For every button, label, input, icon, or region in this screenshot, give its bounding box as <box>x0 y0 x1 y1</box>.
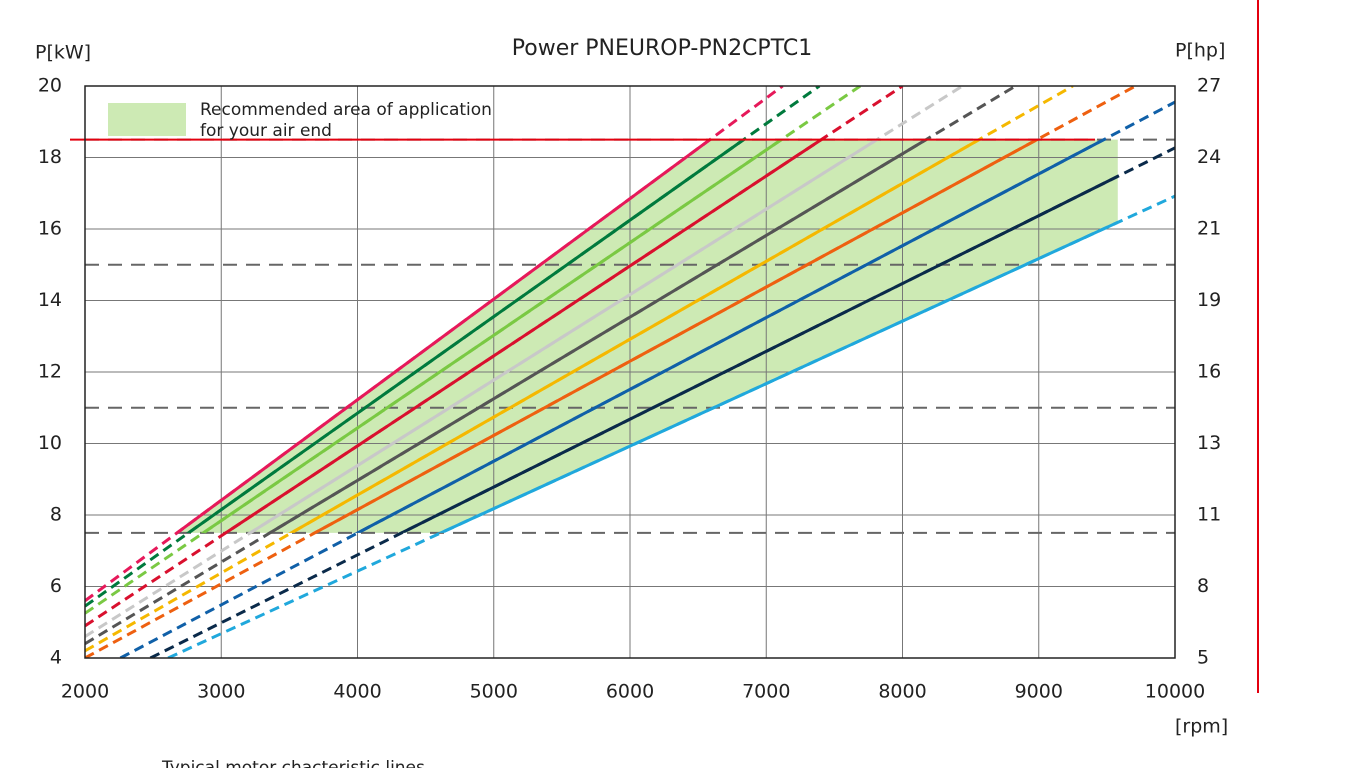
y2-tick-label: 16 <box>1197 361 1221 383</box>
x-tick-label: 8000 <box>878 681 926 703</box>
y-tick-label: 14 <box>38 289 62 311</box>
y-tick-label: 16 <box>38 218 62 240</box>
line-solid <box>437 220 1118 533</box>
line-solid <box>398 174 1118 533</box>
x-tick-label: 6000 <box>606 681 654 703</box>
legend-swatch <box>108 103 186 136</box>
y-tick-label: 10 <box>38 432 62 454</box>
y2-tick-label: 27 <box>1197 75 1221 97</box>
x-axis-label: [rpm] <box>1175 716 1228 738</box>
x-tick-label: 4000 <box>333 681 381 703</box>
legend-label: for your air end <box>200 121 332 141</box>
y-tick-label: 20 <box>38 75 62 97</box>
x-tick-label: 3000 <box>197 681 245 703</box>
x-tick-label: 10000 <box>1145 681 1205 703</box>
plot-frame <box>84 85 1176 659</box>
line-solid <box>247 139 880 533</box>
line-solid <box>174 139 713 533</box>
legend-label: Recommended area of application <box>200 100 492 120</box>
line-solid <box>200 139 785 533</box>
y2-tick-label: 24 <box>1197 146 1221 168</box>
y-tick-label: 12 <box>38 361 62 383</box>
y2-tick-label: 8 <box>1197 575 1209 597</box>
y2-tick-label: 13 <box>1197 432 1221 454</box>
caption: Typical motor chacteristic lines <box>161 758 425 768</box>
y2-tick-label: 5 <box>1197 647 1209 669</box>
recommended-area <box>177 139 1118 533</box>
line-solid <box>185 139 747 533</box>
y-tick-label: 18 <box>38 146 62 168</box>
y-axis-label: P[kW] <box>35 42 91 64</box>
line-solid <box>354 139 1108 533</box>
x-tick-label: 9000 <box>1015 681 1063 703</box>
line-solid <box>223 139 825 533</box>
line-solid <box>311 139 1041 533</box>
line-solid <box>267 139 930 533</box>
y2-tick-label: 11 <box>1197 503 1221 525</box>
x-tick-label: 2000 <box>61 681 109 703</box>
y2-axis-label: P[hp] <box>1175 40 1225 62</box>
x-tick-label: 7000 <box>742 681 790 703</box>
y-tick-label: 6 <box>50 575 62 597</box>
y2-tick-label: 21 <box>1197 217 1221 239</box>
chart-title: Power PNEUROP-PN2CPTC1 <box>512 36 812 61</box>
y-tick-label: 8 <box>50 504 62 526</box>
x-tick-label: 5000 <box>470 681 518 703</box>
line-solid <box>288 139 983 533</box>
y-tick-label: 4 <box>50 647 62 669</box>
y2-tick-label: 19 <box>1197 289 1221 311</box>
